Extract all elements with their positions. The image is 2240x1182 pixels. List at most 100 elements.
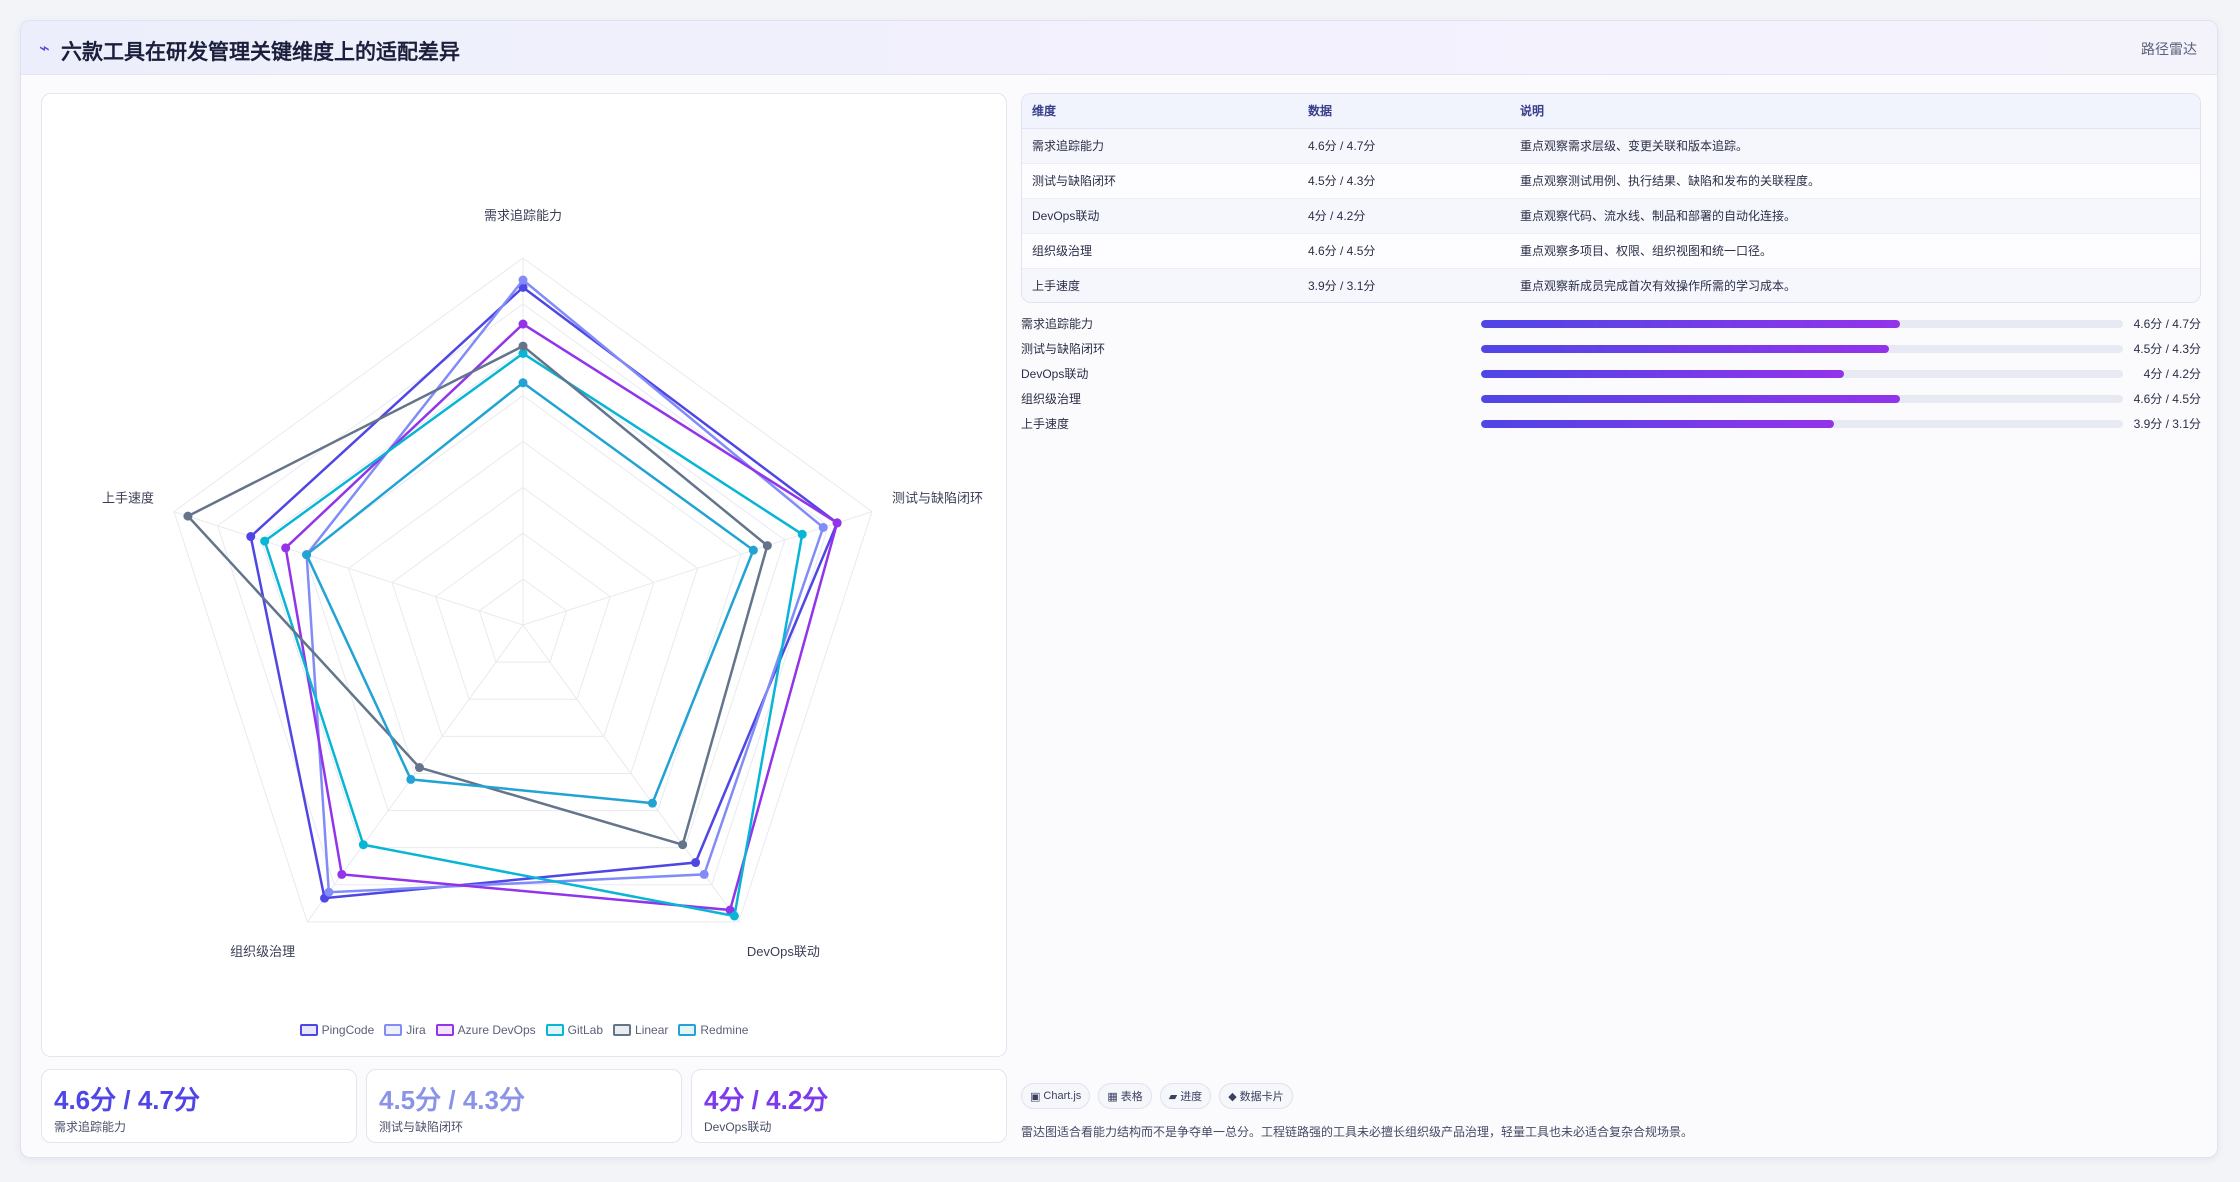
chip-label: 表格 xyxy=(1120,1091,1143,1103)
axis-label: 测试与缺陷闭环 xyxy=(892,491,983,506)
data-point xyxy=(832,518,842,528)
series-line xyxy=(249,285,839,900)
data-point xyxy=(260,536,270,546)
dimension-table: 维度 数据 说明 需求追踪能力 4.6分 / 4.7分 重点观察需求层级、变更关联和… xyxy=(1021,93,2201,303)
legend-label: Jira xyxy=(406,1023,426,1037)
legend-item[interactable]: Jira xyxy=(384,1020,426,1040)
legend-swatch xyxy=(435,1024,454,1036)
table-cell: 重点观察代码、流水线、制品和部署的自动化连接。 xyxy=(1510,198,2200,234)
kpi-card: 4.5分 / 4.3分 测试与缺陷闭环 xyxy=(366,1069,682,1143)
data-point xyxy=(518,378,528,388)
grid-ring xyxy=(478,578,568,663)
kpi-cards: 4.6分 / 4.7分 需求追踪能力 4.5分 / 4.3分 测试与缺陷闭环 4分 / … xyxy=(41,1069,1007,1143)
legend-swatch xyxy=(299,1024,318,1036)
radar-chart-panel: 需求追踪能力测试与缺陷闭环 DevOps联动 组织级治理 上手速度 PingCode J… xyxy=(41,93,1007,1057)
progress-fill xyxy=(1481,420,1835,428)
progress-fill xyxy=(1481,370,1844,378)
chart-icon: ▣ xyxy=(1030,1090,1041,1103)
table-cell: 重点观察测试用例、执行结果、缺陷和发布的关联程度。 xyxy=(1510,163,2200,199)
data-point xyxy=(748,545,758,555)
progress-icon: ▰ xyxy=(1168,1090,1178,1103)
axis-label: 需求追踪能力 xyxy=(484,208,562,223)
legend-item[interactable]: GitLab xyxy=(545,1020,603,1040)
progress-fill xyxy=(1481,395,1901,403)
grid-ring xyxy=(260,349,786,849)
axis-label: DevOps联动 xyxy=(747,944,820,959)
series-line xyxy=(305,381,755,805)
data-point xyxy=(246,532,256,542)
tech-chip[interactable]: ▰ 进度 xyxy=(1159,1083,1212,1109)
data-point xyxy=(647,798,657,808)
data-point xyxy=(518,348,528,358)
progress-track xyxy=(1481,395,2123,403)
legend-swatch xyxy=(613,1024,632,1036)
data-point xyxy=(729,911,739,921)
data-point xyxy=(183,511,193,521)
legend-item[interactable]: Linear xyxy=(613,1020,668,1040)
progress-row: 上手速度 3.9分 / 3.1分 xyxy=(1021,411,2201,436)
progress-label: 组织级治理 xyxy=(1021,392,1082,406)
data-point xyxy=(406,774,416,784)
data-point xyxy=(518,319,528,329)
chip-label: 数据卡片 xyxy=(1239,1091,1284,1103)
table-cell: 组织级治理 xyxy=(1022,233,1298,269)
table-header-row: 维度 数据 说明 xyxy=(1022,94,2200,129)
kpi-value: 4分 / 4.2分 xyxy=(704,1085,829,1115)
data-point xyxy=(337,869,347,879)
kpi-card: 4分 / 4.2分 DevOps联动 xyxy=(691,1069,1007,1143)
data-point xyxy=(518,341,528,351)
table-header-data: 数据 xyxy=(1298,94,1510,129)
axis-label: 上手速度 xyxy=(102,491,154,506)
data-point xyxy=(414,763,424,773)
table-row: 组织级治理 4.6分 / 4.5分 重点观察多项目、权限、组织视图和统一口径。 xyxy=(1022,233,2200,269)
table-cell: 重点观察新成员完成首次有效操作所需的学习成本。 xyxy=(1510,268,2200,302)
data-point xyxy=(762,541,772,551)
kpi-card: 4.6分 / 4.7分需求追踪能力 xyxy=(41,1069,357,1143)
kpi-value: 4.6分 / 4.7分 xyxy=(54,1085,200,1115)
progress-track xyxy=(1481,320,2123,328)
data-point xyxy=(358,840,368,850)
data-point xyxy=(518,275,528,285)
table-row: 需求追踪能力 4.6分 / 4.7分 重点观察需求层级、变更关联和版本追踪。 xyxy=(1022,128,2200,164)
data-point xyxy=(678,840,688,850)
progress-row: 测试与缺陷闭环 4.5分 / 4.3分 xyxy=(1021,336,2201,361)
legend-item[interactable]: PingCode xyxy=(299,1020,374,1040)
kpi-label: 测试与缺陷闭环 xyxy=(379,1120,464,1134)
legend-item[interactable]: Azure DevOps xyxy=(435,1020,536,1040)
chart-legend: PingCode Jira Azure DevOps GitLab Linear Redm… xyxy=(42,1020,1006,1040)
axis-spoke xyxy=(173,511,524,626)
tech-chip[interactable]: ◆ 数据卡片 xyxy=(1219,1083,1293,1109)
kpi-label: DevOps联动 xyxy=(704,1120,772,1134)
data-point xyxy=(281,543,291,553)
grid-ring xyxy=(391,486,655,737)
progress-label: DevOps联动 xyxy=(1021,367,1089,381)
legend-label: Redmine xyxy=(700,1023,749,1037)
data-point xyxy=(818,522,828,532)
tech-chip[interactable]: ▦ 表格 xyxy=(1098,1083,1152,1109)
table-cell: 测试与缺陷闭环 xyxy=(1022,163,1298,199)
table-row: DevOps联动 4分 / 4.2分 重点观察代码、流水线、制品和部署的自动化连接。 xyxy=(1022,198,2200,234)
page-title: 六款工具在研发管理关键维度上的适配差异 xyxy=(61,41,460,64)
progress-bars: 需求追踪能力 4.6分 / 4.7分 测试与缺陷闭环 4.5分 / 4.3分 DevOp… xyxy=(1021,311,2201,436)
progress-fill xyxy=(1481,345,1889,353)
data-point xyxy=(518,282,528,292)
progress-label: 上手速度 xyxy=(1021,417,1070,431)
data-point xyxy=(699,869,709,879)
legend-item[interactable]: Redmine xyxy=(678,1020,748,1040)
progress-value: 4.6分 / 4.7分 xyxy=(2133,317,2201,331)
kpi-label: 需求追踪能力 xyxy=(54,1120,127,1134)
legend-swatch xyxy=(384,1024,403,1036)
table-row: 测试与缺陷闭环 4.5分 / 4.3分 重点观察测试用例、执行结果、缺陷和发布的关联… xyxy=(1022,163,2200,199)
grid-ring xyxy=(347,440,699,774)
header-tag: 路径雷达 xyxy=(2141,41,2197,57)
footnote: 雷达图适合看能力结构而不是争夺单一总分。工程链路强的工具未必擅长组织级产品治理，… xyxy=(1021,1125,1694,1139)
table-cell: 4.6分 / 4.5分 xyxy=(1298,233,1510,269)
table-row: 上手速度 3.9分 / 3.1分 重点观察新成员完成首次有效操作所需的学习成本。 xyxy=(1022,268,2200,302)
table-cell: 需求追踪能力 xyxy=(1022,128,1298,164)
table-header-description: 说明 xyxy=(1510,94,2200,129)
tech-chip[interactable]: ▣ Chart.js xyxy=(1021,1083,1091,1109)
table-cell: 4.6分 / 4.7分 xyxy=(1298,128,1510,164)
grid-ring xyxy=(435,532,611,700)
axis-label: 组织级治理 xyxy=(230,944,295,959)
